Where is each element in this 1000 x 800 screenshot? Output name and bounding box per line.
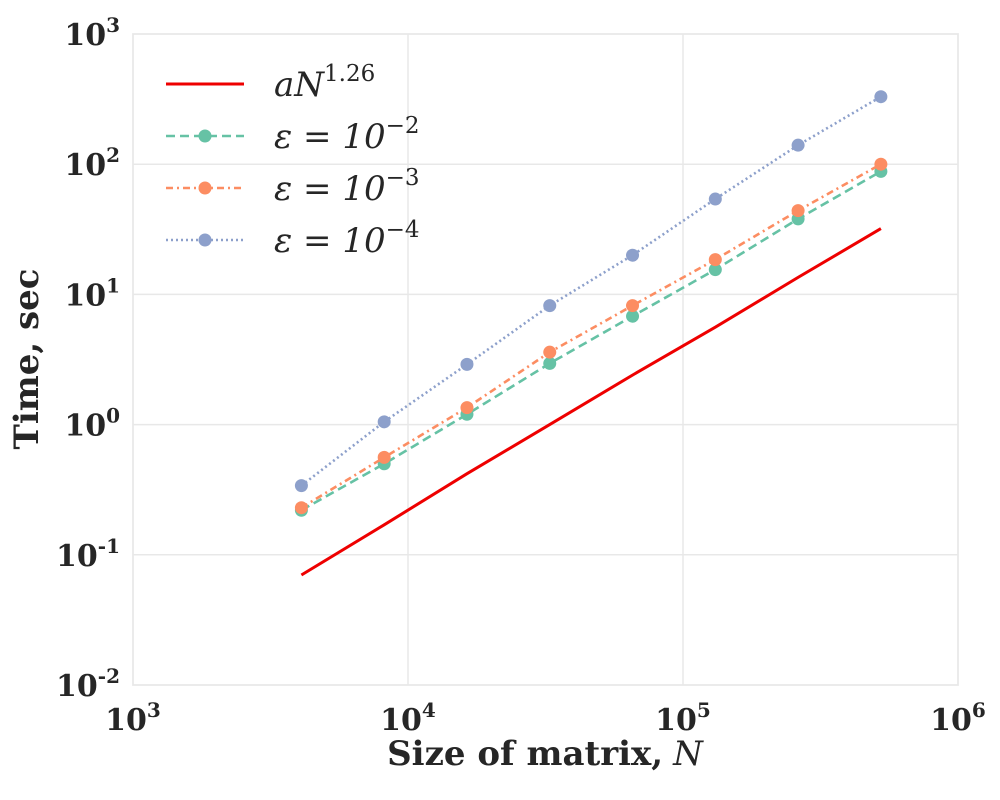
legend-marker-4 <box>198 233 212 247</box>
data-point-s3 <box>626 299 640 313</box>
legend-label-1: aN1.26 <box>274 61 375 105</box>
series-line-2 <box>300 170 882 512</box>
data-point-s4 <box>874 90 888 104</box>
series-line-3 <box>300 163 882 509</box>
data-point-s3 <box>377 450 391 464</box>
data-point-s4 <box>543 299 557 313</box>
data-point-s2 <box>543 356 557 370</box>
y-axis-title: Time, sec <box>7 269 47 450</box>
x-tick-label: 105 <box>655 698 711 738</box>
x-tick-label: 104 <box>380 698 436 738</box>
data-point-s3 <box>543 345 557 359</box>
data-point-s4 <box>460 357 474 371</box>
data-point-s4 <box>294 479 308 493</box>
y-tick-label: 10-2 <box>56 664 120 704</box>
data-point-s4 <box>377 415 391 429</box>
series-layer <box>294 90 888 577</box>
legend-label-3: ε = 10−3 <box>274 165 420 209</box>
x-tick-label: 106 <box>930 698 986 738</box>
legend-marker-2 <box>198 129 212 143</box>
y-tick-label: 10-1 <box>56 534 120 574</box>
y-tick-label: 101 <box>64 273 120 313</box>
y-tick-label: 100 <box>64 404 120 444</box>
y-tick-label: 102 <box>64 143 120 183</box>
data-point-s3 <box>874 157 888 171</box>
data-point-s2 <box>626 309 640 323</box>
data-point-s3 <box>708 253 722 267</box>
series-line-4 <box>300 95 882 487</box>
data-point-s3 <box>791 204 805 218</box>
grid <box>132 33 959 686</box>
legend-label-2: ε = 10−2 <box>274 113 420 157</box>
legend: aN1.26 ε = 10−2 ε = 10−3 ε = 10−4 <box>166 61 420 261</box>
x-axis-title-var: N <box>672 734 704 774</box>
data-point-s3 <box>460 401 474 415</box>
x-axis-title-text: Size of matrix, <box>387 734 663 774</box>
data-point-s4 <box>791 138 805 152</box>
series-line-1 <box>300 227 882 577</box>
data-point-s3 <box>294 501 308 515</box>
y-tick-label: 103 <box>64 13 120 53</box>
tick-labels: 103 104 105 106 10-2 10-1 100 101 102 103 <box>56 13 986 738</box>
data-point-s4 <box>626 248 640 262</box>
legend-label-4: ε = 10−4 <box>274 217 420 261</box>
x-axis-title: Size of matrix, N <box>387 734 704 774</box>
data-point-s2 <box>708 263 722 277</box>
legend-marker-3 <box>198 181 212 195</box>
data-point-s4 <box>708 192 722 206</box>
x-tick-label: 103 <box>105 698 161 738</box>
